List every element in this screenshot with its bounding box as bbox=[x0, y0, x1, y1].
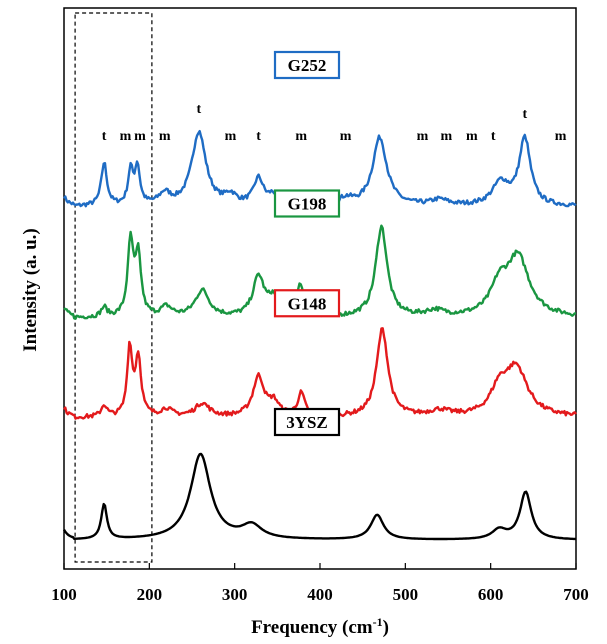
series-line bbox=[63, 327, 577, 420]
x-axis-title-close: ) bbox=[383, 617, 389, 638]
highlight-region-box bbox=[74, 12, 153, 563]
x-axis-ticks: 100 200 300 400 500 600 700 bbox=[51, 563, 589, 604]
x-tick-label: 100 bbox=[51, 585, 77, 604]
series-label-box bbox=[273, 189, 341, 218]
series-3ysz: 3YSZ bbox=[62, 407, 577, 541]
x-tick-label: 500 bbox=[393, 585, 419, 604]
peak-label-m: m bbox=[134, 129, 146, 144]
plot-area-frame bbox=[63, 7, 577, 570]
x-tick-label: 300 bbox=[222, 585, 248, 604]
peak-label-t: t bbox=[102, 129, 107, 144]
y-axis-title: Intensity (a. u.) bbox=[20, 228, 41, 352]
series-label: G198 bbox=[288, 195, 327, 214]
x-tick-label: 400 bbox=[307, 585, 333, 604]
x-axis-title-main: Frequency (cm bbox=[251, 617, 373, 638]
peak-label-t: t bbox=[522, 107, 527, 122]
x-tick-label: 200 bbox=[137, 585, 163, 604]
series-label: G252 bbox=[288, 56, 327, 75]
series-label: G148 bbox=[288, 294, 327, 313]
series-label-box bbox=[273, 289, 341, 318]
series-label-box bbox=[273, 407, 341, 437]
x-axis-title: Frequency (cm-1) bbox=[251, 615, 389, 638]
peak-label-m: m bbox=[417, 129, 429, 144]
series-line bbox=[62, 452, 577, 541]
peak-label-m: m bbox=[440, 129, 452, 144]
x-axis-title-sup: -1 bbox=[373, 615, 383, 629]
peak-label-t: t bbox=[491, 129, 496, 144]
peak-label-m: m bbox=[159, 129, 171, 144]
peak-label-m: m bbox=[340, 129, 352, 144]
x-tick-label: 700 bbox=[563, 585, 589, 604]
peak-label-m: m bbox=[225, 129, 237, 144]
series-g148: G148 bbox=[63, 289, 577, 420]
peak-label-t: t bbox=[256, 129, 261, 144]
peak-label-m: m bbox=[120, 129, 132, 144]
peak-label-m: m bbox=[555, 129, 567, 144]
peak-label-m: m bbox=[295, 129, 307, 144]
peak-label-m: m bbox=[466, 129, 478, 144]
x-tick-label: 600 bbox=[478, 585, 504, 604]
series-label: 3YSZ bbox=[286, 413, 328, 432]
peak-label-t: t bbox=[196, 102, 201, 117]
series-label-box bbox=[273, 50, 341, 80]
